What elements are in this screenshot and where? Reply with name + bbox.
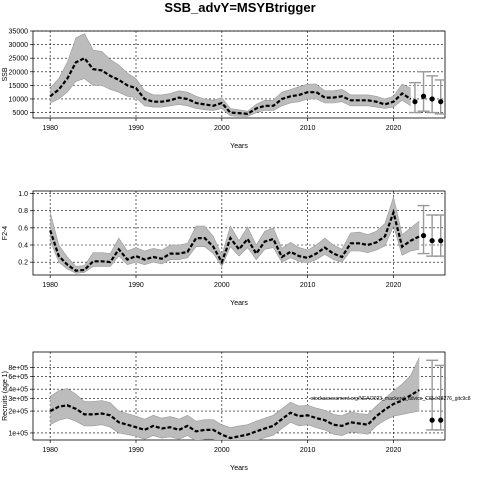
x-tick-label: 2020 — [386, 125, 402, 132]
figure-title: SSB_advY=MSYBtrigger — [164, 0, 315, 15]
plot-area — [49, 195, 452, 274]
y-tick-label: 1e+05 — [8, 430, 28, 437]
plot-area — [49, 33, 445, 117]
band-upper-edge — [50, 357, 420, 429]
band-lower-edge — [50, 78, 411, 117]
forecast-dot — [429, 96, 435, 102]
forecast-point — [417, 71, 430, 112]
x-tick-label: 2010 — [300, 282, 316, 289]
forecast-dot — [447, 238, 452, 243]
x-tick-label: 1990 — [128, 447, 144, 454]
forecast-dot — [438, 417, 444, 423]
x-tick-label: 2000 — [214, 282, 230, 289]
band-lower-edge — [49, 225, 420, 274]
x-tick-label: 2000 — [214, 447, 230, 454]
y-axis-label: Recruits (age 1) — [2, 371, 9, 421]
forecast-point — [408, 81, 421, 114]
y-tick-label: 6e+05 — [8, 374, 28, 381]
y-tick-label: 0.6 — [18, 225, 28, 232]
x-tick-label: 1980 — [42, 125, 58, 132]
x-axis-label: Years — [230, 143, 248, 150]
y-tick-label: 1.0 — [18, 191, 28, 198]
y-tick-label: 2e+05 — [8, 409, 28, 416]
y-tick-label: 0.4 — [18, 243, 28, 250]
y-tick-label: 0.2 — [18, 260, 28, 267]
x-tick-label: 1980 — [42, 282, 58, 289]
forecast-point — [417, 204, 430, 255]
x-axis-label: Years — [230, 300, 248, 307]
estimate-line — [49, 56, 412, 116]
y-tick-label: 3e+05 — [8, 396, 28, 403]
panel-3: 1980 1990 2000 2010 2020 1e+05 2e+05 3e+05 4e+05… — [2, 351, 471, 472]
forecast-dot — [420, 93, 427, 99]
y-tick-label: 5000 — [12, 110, 28, 117]
forecast-dot — [412, 99, 418, 105]
forecast-dot — [438, 238, 444, 244]
forecast-point — [426, 75, 439, 114]
y-tick-label: 0.8 — [18, 208, 28, 215]
y-tick-label: 35000 — [9, 29, 29, 36]
forecast-point — [426, 359, 439, 431]
band-upper-edge — [49, 33, 411, 112]
panel-2: 1980 1990 2000 2010 2020 0.2 0.4 0.6 0.8 1.0 Years… — [2, 190, 452, 307]
estimate-line — [49, 389, 420, 440]
band-upper-edge — [49, 195, 420, 267]
forecast-point — [434, 79, 445, 115]
forecast-dot — [447, 418, 452, 423]
x-tick-label: 2000 — [214, 125, 230, 132]
forecast-dot — [429, 417, 435, 423]
forecast-dot — [438, 99, 444, 105]
y-axis-label: SSB — [2, 67, 9, 81]
forecast-point — [434, 214, 445, 257]
x-tick-label: 1990 — [128, 125, 144, 132]
confidence-band — [50, 197, 420, 274]
x-tick-label: 2020 — [386, 282, 402, 289]
plot-frame — [32, 190, 446, 276]
plot-area — [49, 357, 452, 440]
estimate-line — [49, 208, 420, 272]
x-axis-label: Years — [230, 465, 248, 472]
panel-1: 1980 1990 2000 2010 2020 5000 10000 15000 20000 2… — [2, 29, 446, 150]
y-tick-label: 4e+05 — [8, 387, 28, 394]
y-tick-label: 25000 — [9, 56, 29, 63]
y-tick-label: 20000 — [9, 69, 29, 76]
y-axis-label: F2-4 — [2, 226, 9, 241]
y-tick-label: 30000 — [9, 42, 29, 49]
y-tick-label: 10000 — [9, 96, 29, 103]
confidence-band — [50, 33, 411, 117]
x-tick-label: 2010 — [300, 447, 316, 454]
x-tick-label: 2020 — [386, 447, 402, 454]
x-tick-label: 1980 — [42, 447, 58, 454]
confidence-band — [50, 357, 420, 440]
forecast-dot — [429, 238, 435, 244]
y-tick-label: 15000 — [9, 83, 29, 90]
forecast-point — [426, 214, 439, 257]
x-tick-label: 1990 — [128, 282, 144, 289]
watermark-text: stockassessment.org/NEA/2023_mackerel_ad… — [311, 396, 471, 402]
y-tick-label: 8e+05 — [8, 365, 28, 372]
band-lower-edge — [50, 410, 420, 440]
forecast-dot — [420, 232, 427, 239]
x-tick-label: 2010 — [300, 125, 316, 132]
